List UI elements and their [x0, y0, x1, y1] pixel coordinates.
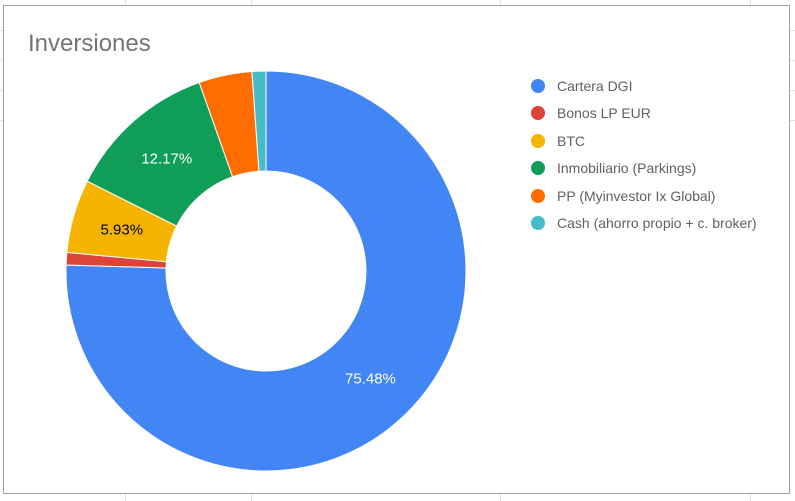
donut-plot: 75.48% 5.93% 12.17% [65, 70, 467, 472]
legend-swatch-icon [531, 78, 545, 93]
legend-swatch-icon [531, 106, 545, 121]
legend-item[interactable]: Inmobiliario (Parkings) [531, 155, 757, 183]
slice-label-0: 75.48% [345, 371, 396, 388]
slice-label-3: 12.17% [141, 151, 192, 168]
legend-item[interactable]: Cartera DGI [531, 72, 757, 100]
legend: Cartera DGI Bonos LP EUR BTC Inmobiliario (… [531, 72, 757, 237]
legend-label: Inmobiliario (Parkings) [557, 160, 697, 177]
legend-label: PP (Myinvestor Ix Global) [557, 187, 716, 204]
legend-swatch-icon [531, 133, 545, 148]
legend-label: Bonos LP EUR [557, 105, 651, 122]
legend-label: Cartera DGI [557, 77, 633, 94]
legend-swatch-icon [531, 161, 545, 176]
chart-title: Inversiones [28, 30, 151, 57]
legend-swatch-icon [531, 188, 545, 203]
slice-label-2: 5.93% [101, 222, 144, 239]
legend-label: BTC [557, 132, 585, 149]
legend-item[interactable]: Bonos LP EUR [531, 100, 757, 128]
legend-swatch-icon [531, 216, 545, 231]
slice-5[interactable] [251, 70, 267, 172]
legend-item[interactable]: BTC [531, 127, 757, 155]
legend-item[interactable]: Cash (ahorro propio + c. broker) [531, 210, 757, 238]
legend-item[interactable]: PP (Myinvestor Ix Global) [531, 182, 757, 210]
slice-0[interactable] [65, 70, 467, 472]
donut-chart[interactable]: Inversiones 75.48% 5.93% 12.17% Cartera DG… [3, 5, 790, 494]
legend-label: Cash (ahorro propio + c. broker) [557, 215, 757, 232]
